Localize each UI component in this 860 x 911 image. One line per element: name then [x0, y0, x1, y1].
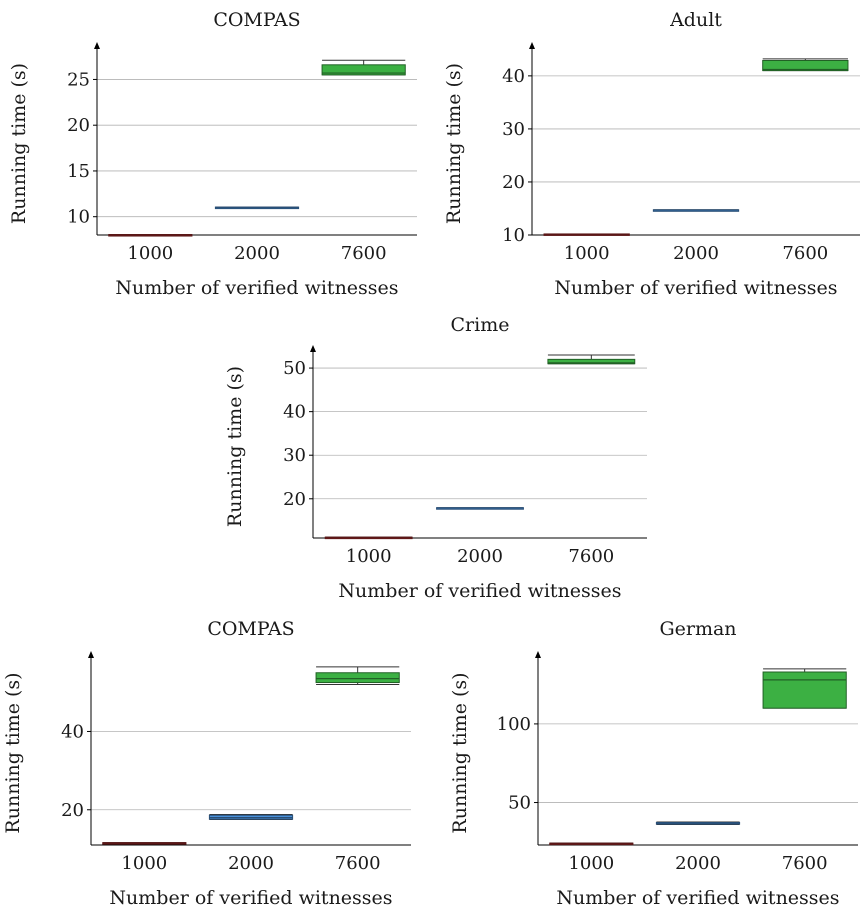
x-tick-label: 1000	[564, 243, 610, 264]
box-7600	[762, 668, 847, 709]
box-7600	[762, 58, 849, 72]
box-body	[762, 59, 849, 72]
subplot-1: 10 15 20 25 1000 2000 7600 COMPAS Number of veri…	[8, 9, 417, 299]
subplot-2: 10 20 30 40 1000 2000 7600 Adult Number of verif…	[443, 9, 860, 299]
x-axis-label: Number of verified witnesses	[115, 277, 398, 299]
y-axis-arrow	[535, 651, 541, 658]
box-7600	[315, 666, 400, 685]
y-tick-label: 10	[67, 207, 90, 228]
box-body	[321, 64, 406, 76]
box-7600	[321, 59, 406, 76]
chart-title: COMPAS	[213, 9, 300, 31]
box-1000	[324, 536, 413, 540]
y-axis-arrow	[529, 42, 535, 49]
y-axis-arrow	[310, 345, 316, 352]
y-tick-label: 10	[502, 225, 525, 246]
y-tick-label: 20	[67, 115, 90, 136]
box-1000	[102, 842, 187, 845]
box-2000	[436, 507, 524, 510]
y-axis-label: Running time (s)	[449, 672, 471, 833]
chart-title: COMPAS	[207, 618, 294, 640]
y-axis-arrow	[94, 42, 100, 49]
box-2000	[652, 209, 740, 212]
x-axis-label: Number of verified witnesses	[554, 277, 837, 299]
x-tick-label: 1000	[121, 853, 167, 874]
x-axis-label: Number of verified witnesses	[109, 887, 392, 909]
x-tick-label: 1000	[346, 546, 392, 567]
y-axis-label: Running time (s)	[443, 63, 465, 224]
y-tick-label: 15	[67, 161, 90, 182]
subplot-3: 20 30 40 50 1000 2000 7600 Crime Number of verif…	[224, 314, 647, 602]
y-tick-label: 100	[497, 714, 531, 735]
x-tick-label: 2000	[234, 243, 280, 264]
y-tick-label: 30	[502, 119, 525, 140]
x-tick-label: 7600	[568, 546, 614, 567]
box-2000	[655, 821, 741, 826]
y-axis-label: Running time (s)	[8, 63, 30, 224]
x-tick-label: 7600	[782, 853, 828, 874]
chart-title: Adult	[669, 9, 722, 31]
x-tick-label: 2000	[457, 546, 503, 567]
box-1000	[108, 234, 193, 237]
x-tick-label: 1000	[127, 243, 173, 264]
y-tick-label: 20	[502, 172, 525, 193]
box-body	[315, 672, 400, 684]
box-7600	[547, 354, 636, 365]
x-tick-label: 2000	[228, 853, 274, 874]
y-tick-label: 25	[67, 69, 90, 90]
x-axis-label: Number of verified witnesses	[556, 887, 839, 909]
box-2000	[214, 206, 300, 210]
y-tick-label: 30	[283, 445, 306, 466]
x-tick-label: 1000	[568, 853, 614, 874]
box-1000	[543, 233, 630, 236]
y-tick-label: 50	[508, 793, 531, 814]
chart-title: Crime	[451, 314, 510, 336]
y-tick-label: 20	[61, 800, 84, 821]
y-tick-label: 40	[502, 66, 525, 87]
box-body	[762, 671, 847, 709]
x-tick-label: 7600	[782, 243, 828, 264]
y-axis-label: Running time (s)	[2, 672, 24, 833]
x-axis-label: Number of verified witnesses	[338, 580, 621, 602]
x-tick-label: 2000	[675, 853, 721, 874]
box-1000	[549, 842, 634, 846]
box-body	[547, 358, 636, 365]
y-tick-label: 50	[283, 358, 306, 379]
x-tick-label: 7600	[341, 243, 387, 264]
y-tick-label: 40	[61, 721, 84, 742]
subplot-5: 50 100 1000 2000 7600 German Number of verifie…	[449, 618, 858, 909]
y-axis-label: Running time (s)	[224, 366, 246, 527]
box-2000	[208, 813, 294, 821]
x-tick-label: 7600	[335, 853, 381, 874]
y-axis-arrow	[88, 651, 94, 658]
chart-title: German	[659, 618, 736, 640]
y-tick-label: 40	[283, 402, 306, 423]
subplot-4: 20 40 1000 2000 7600 COMPAS Number of verified…	[2, 618, 411, 909]
x-tick-label: 2000	[673, 243, 719, 264]
y-tick-label: 20	[283, 489, 306, 510]
